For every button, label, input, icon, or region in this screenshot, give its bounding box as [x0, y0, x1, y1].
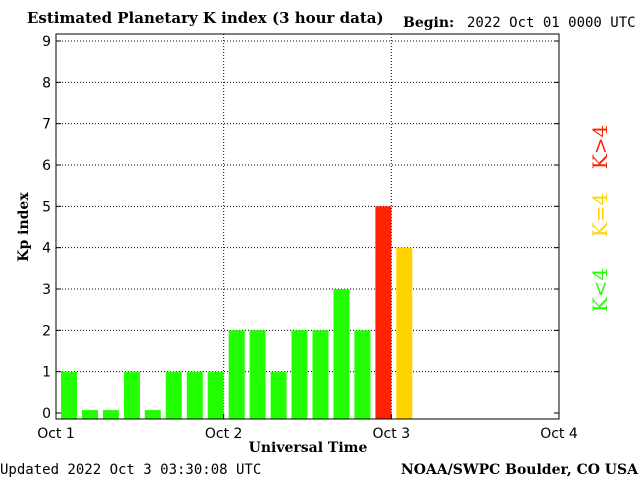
kp-bar — [228, 330, 245, 419]
y-tick-label: 9 — [42, 34, 51, 50]
y-tick-label: 4 — [42, 241, 51, 257]
chart-title: Estimated Planetary K index (3 hour data… — [27, 9, 384, 27]
x-tick-label: Oct 2 — [205, 426, 243, 442]
kp-bar — [123, 371, 140, 419]
y-axis-label: Kp index — [16, 192, 32, 262]
kp-bar — [396, 247, 413, 419]
kp-bar — [61, 371, 77, 419]
bars — [61, 206, 413, 419]
kp-bar — [312, 330, 329, 419]
x-axis-label: Universal Time — [249, 440, 368, 456]
begin-value: 2022 Oct 01 0000 UTC — [467, 15, 636, 31]
kp-bar — [82, 410, 98, 419]
y-tick-label: 8 — [42, 75, 51, 91]
kp-bar — [333, 289, 350, 419]
kp-bar — [270, 371, 287, 419]
x-tick-label: Oct 3 — [373, 426, 411, 442]
kp-bar — [186, 371, 203, 419]
y-tick-label: 3 — [42, 282, 51, 298]
kp-bar — [165, 371, 182, 419]
x-ticks: Oct 1 Oct 2 Oct 3 Oct 4 — [37, 414, 578, 442]
y-tick-label: 2 — [42, 323, 51, 339]
kp-bar — [291, 330, 308, 419]
y-tick-label: 0 — [42, 406, 51, 422]
y-tick-label: 6 — [42, 158, 51, 174]
y-tick-label: 7 — [42, 117, 51, 133]
kp-bar — [102, 410, 119, 419]
kp-bar — [144, 410, 161, 419]
y-tick-label: 5 — [42, 199, 51, 215]
kp-bar — [375, 206, 392, 419]
plot-frame — [55, 33, 560, 420]
begin-label: Begin: — [403, 15, 454, 31]
legend-k-gt-4: K>4 — [588, 125, 612, 169]
x-tick-label: Oct 1 — [37, 426, 75, 442]
kp-bar — [207, 371, 224, 419]
kp-bar — [354, 330, 371, 419]
kp-bar — [249, 330, 266, 419]
y-ticks: 0 1 2 3 4 5 6 7 8 9 — [42, 34, 559, 422]
y-tick-label: 1 — [42, 365, 51, 381]
source-credit: NOAA/SWPC Boulder, CO USA — [401, 462, 639, 478]
updated-timestamp: Updated 2022 Oct 3 03:30:08 UTC — [0, 462, 261, 478]
legend-k-lt-4: K<4 — [588, 268, 612, 312]
legend-k-eq-4: K=4 — [588, 193, 612, 237]
x-tick-label: Oct 4 — [540, 426, 578, 442]
